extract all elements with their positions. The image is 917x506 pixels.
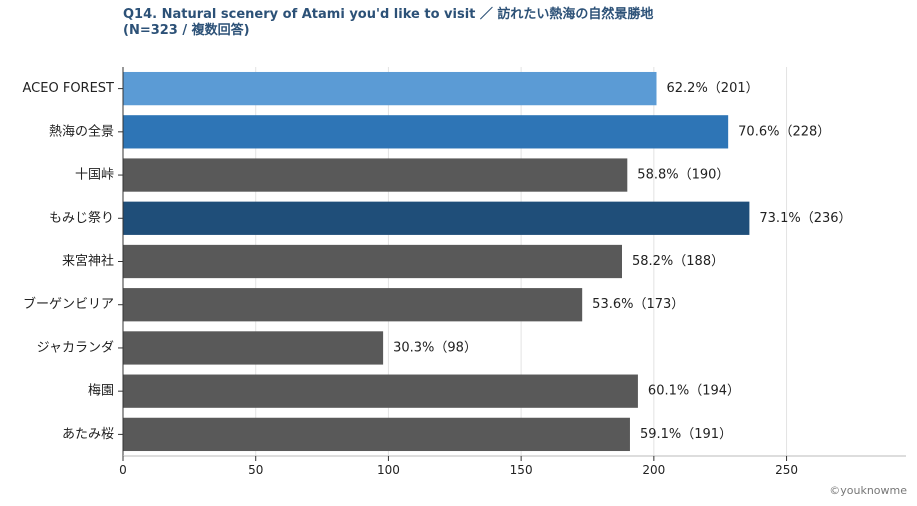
x-tick-label: 50 bbox=[248, 463, 263, 477]
category-label: 熱海の全景 bbox=[49, 123, 114, 139]
bar bbox=[123, 244, 622, 279]
bar bbox=[123, 201, 750, 235]
data-label: 53.6%（173） bbox=[592, 297, 684, 312]
data-label: 30.3%（98） bbox=[393, 340, 477, 355]
bar bbox=[123, 417, 630, 452]
bar bbox=[123, 374, 638, 408]
category-label: ACEO FOREST bbox=[23, 81, 115, 96]
bar bbox=[123, 71, 657, 106]
bar bbox=[123, 115, 729, 149]
bar bbox=[123, 331, 384, 365]
category-label: ブーゲンビリア bbox=[23, 296, 114, 312]
category-label: あたみ桜 bbox=[62, 427, 114, 442]
category-label: もみじ祭り bbox=[49, 211, 114, 226]
chart-title: Q14. Natural scenery of Atami you'd like… bbox=[123, 7, 654, 22]
data-label: 70.6%（228） bbox=[738, 124, 830, 139]
x-tick-label: 100 bbox=[377, 463, 400, 477]
category-label: 来宮神社 bbox=[62, 253, 114, 269]
x-tick-label: 250 bbox=[775, 463, 798, 477]
data-label: 62.2%（201） bbox=[667, 81, 759, 96]
data-label: 60.1%（194） bbox=[648, 384, 740, 399]
category-label: ジャカランダ bbox=[37, 340, 114, 355]
x-tick-label: 200 bbox=[642, 463, 665, 477]
category-label: 十国峠 bbox=[75, 168, 114, 183]
bar bbox=[123, 158, 628, 192]
x-tick-label: 150 bbox=[510, 463, 533, 477]
chart-title-block: Q14. Natural scenery of Atami you'd like… bbox=[123, 7, 903, 39]
copyright-credit: ©youknowme bbox=[829, 484, 907, 497]
data-label: 58.2%（188） bbox=[632, 254, 724, 269]
category-label: 梅園 bbox=[88, 384, 114, 399]
data-label: 58.8%（190） bbox=[637, 168, 729, 183]
chart-subtitle: (N=323 / 複数回答) bbox=[123, 23, 250, 38]
bar bbox=[123, 288, 583, 322]
x-tick-label: 0 bbox=[119, 463, 127, 477]
data-label: 59.1%（191） bbox=[640, 427, 732, 442]
data-label: 73.1%（236） bbox=[759, 211, 851, 226]
